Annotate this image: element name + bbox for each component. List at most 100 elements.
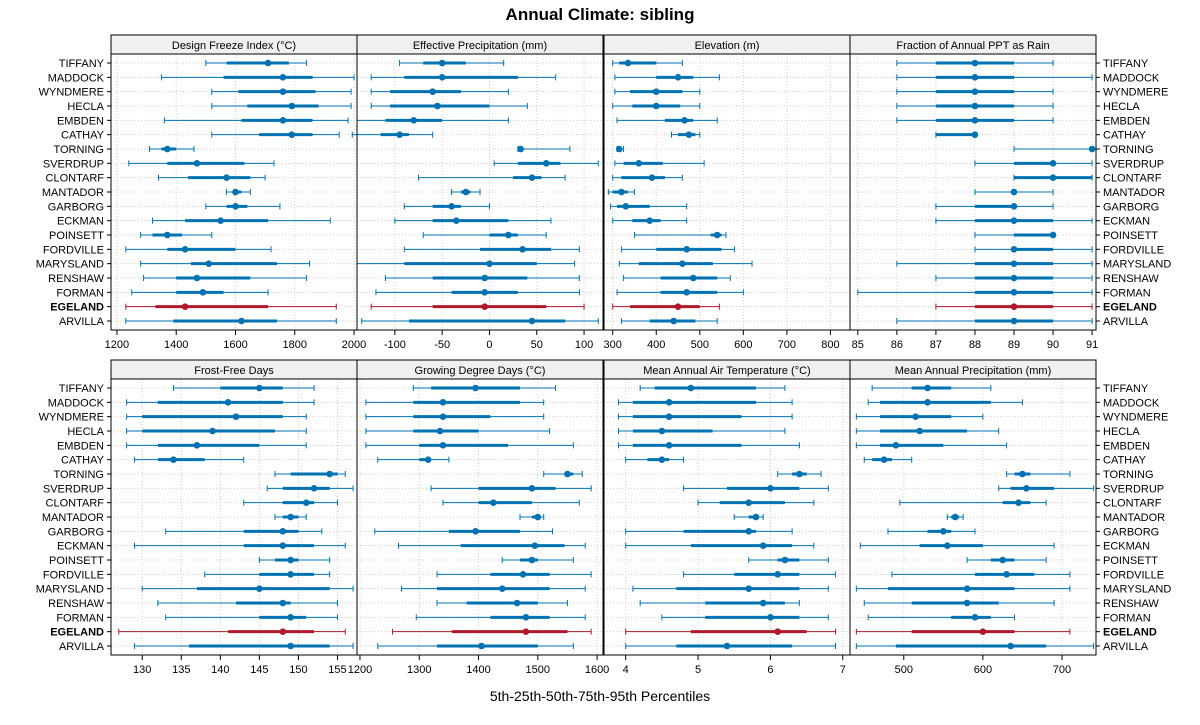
median-point (193, 442, 201, 449)
panel-title: Growing Degree Days (°C) (415, 365, 546, 377)
station-label-right: POINSETT (1103, 230, 1158, 242)
median-point (767, 485, 774, 492)
median-point (287, 513, 294, 521)
median-point (238, 317, 245, 325)
median-point (531, 542, 539, 549)
median-point (652, 102, 660, 110)
median-point (478, 642, 485, 650)
median-point (528, 317, 536, 325)
median-point (170, 456, 177, 463)
median-point (1023, 485, 1030, 492)
median-point (164, 231, 171, 239)
median-point (892, 442, 900, 449)
median-point (326, 470, 333, 478)
x-tick-label: 400 (647, 339, 665, 351)
median-point (1010, 260, 1018, 267)
median-point (396, 131, 403, 138)
station-label-right: FORMAN (1103, 287, 1151, 299)
median-point (971, 102, 979, 110)
median-point (453, 217, 460, 224)
median-point (745, 528, 753, 535)
median-point (1010, 274, 1018, 282)
median-point (940, 528, 947, 535)
median-point (1010, 289, 1018, 296)
station-label-right: EGELAND (1103, 627, 1157, 639)
station-label-right: MARYSLAND (1103, 584, 1171, 596)
median-point (624, 59, 632, 67)
median-point (205, 260, 213, 267)
x-tick-label: 150 (289, 664, 307, 676)
median-point (1007, 642, 1014, 650)
median-point (462, 188, 470, 196)
panel-title: Effective Precipitation (mm) (413, 40, 547, 52)
x-tick-label: 7 (840, 664, 846, 676)
median-point (288, 131, 296, 138)
x-tick-label: 130 (133, 664, 151, 676)
median-point (1010, 246, 1018, 253)
median-point (1010, 217, 1018, 224)
median-point (472, 384, 479, 392)
x-tick-label: -50 (434, 339, 450, 351)
median-point (279, 528, 287, 535)
station-label-left: MADDOCK (48, 397, 105, 409)
median-point (646, 217, 654, 224)
station-label-right: WYNDMERE (1103, 412, 1168, 424)
median-point (683, 246, 691, 253)
station-label-left: POINSETT (49, 230, 104, 242)
median-point (924, 384, 931, 392)
median-point (434, 102, 441, 110)
station-label-right: WYNDMERE (1103, 87, 1168, 99)
station-label-left: CATHAY (61, 130, 105, 142)
median-point (648, 174, 656, 181)
median-point (302, 499, 310, 506)
station-label-left: RENSHAW (48, 273, 104, 285)
median-point (232, 203, 239, 210)
x-tick-label: 600 (974, 664, 992, 676)
median-point (745, 499, 753, 506)
median-point (209, 427, 216, 435)
median-point (505, 231, 512, 239)
station-label-left: ARVILLA (59, 641, 105, 653)
median-point (683, 289, 691, 296)
median-point (658, 427, 666, 435)
median-point (288, 102, 296, 110)
station-label-right: MANTADOR (1103, 187, 1165, 199)
station-label-left: SVERDRUP (43, 158, 104, 170)
station-label-right: RENSHAW (1103, 598, 1159, 610)
median-point (615, 145, 623, 153)
station-label-left: GARBORG (48, 201, 104, 213)
station-label-left: EMBDEN (57, 115, 104, 127)
median-point (528, 556, 536, 564)
median-point (681, 117, 688, 124)
median-point (164, 145, 171, 153)
median-point (665, 442, 673, 449)
station-label-left: CATHAY (61, 455, 105, 467)
median-point (752, 513, 760, 521)
median-point (687, 384, 695, 392)
station-label-left: ECKMAN (57, 216, 104, 228)
median-point (256, 585, 263, 592)
station-label-right: ARVILLA (1103, 641, 1149, 653)
median-point (635, 160, 643, 167)
median-point (522, 628, 530, 635)
x-tick-label: 140 (211, 664, 229, 676)
median-point (287, 614, 294, 621)
x-tick-label: 700 (778, 339, 796, 351)
x-tick-label: 86 (891, 339, 903, 351)
x-tick-label: 91 (1086, 339, 1098, 351)
x-tick-label: 1400 (164, 339, 188, 351)
median-point (713, 231, 721, 239)
x-tick-label: 600 (734, 339, 752, 351)
station-label-left: EMBDEN (57, 440, 104, 452)
station-label-right: ECKMAN (1103, 541, 1150, 553)
x-tick-label: 1600 (223, 339, 247, 351)
station-label-right: ARVILLA (1103, 316, 1149, 328)
station-label-left: RENSHAW (48, 598, 104, 610)
station-label-left: HECLA (67, 426, 104, 438)
station-label-left: CLONTARF (46, 173, 105, 185)
median-point (439, 399, 447, 406)
station-label-left: TIFFANY (59, 58, 105, 70)
station-label-right: EGELAND (1103, 302, 1157, 314)
x-tick-label: 88 (969, 339, 981, 351)
median-point (745, 585, 753, 592)
